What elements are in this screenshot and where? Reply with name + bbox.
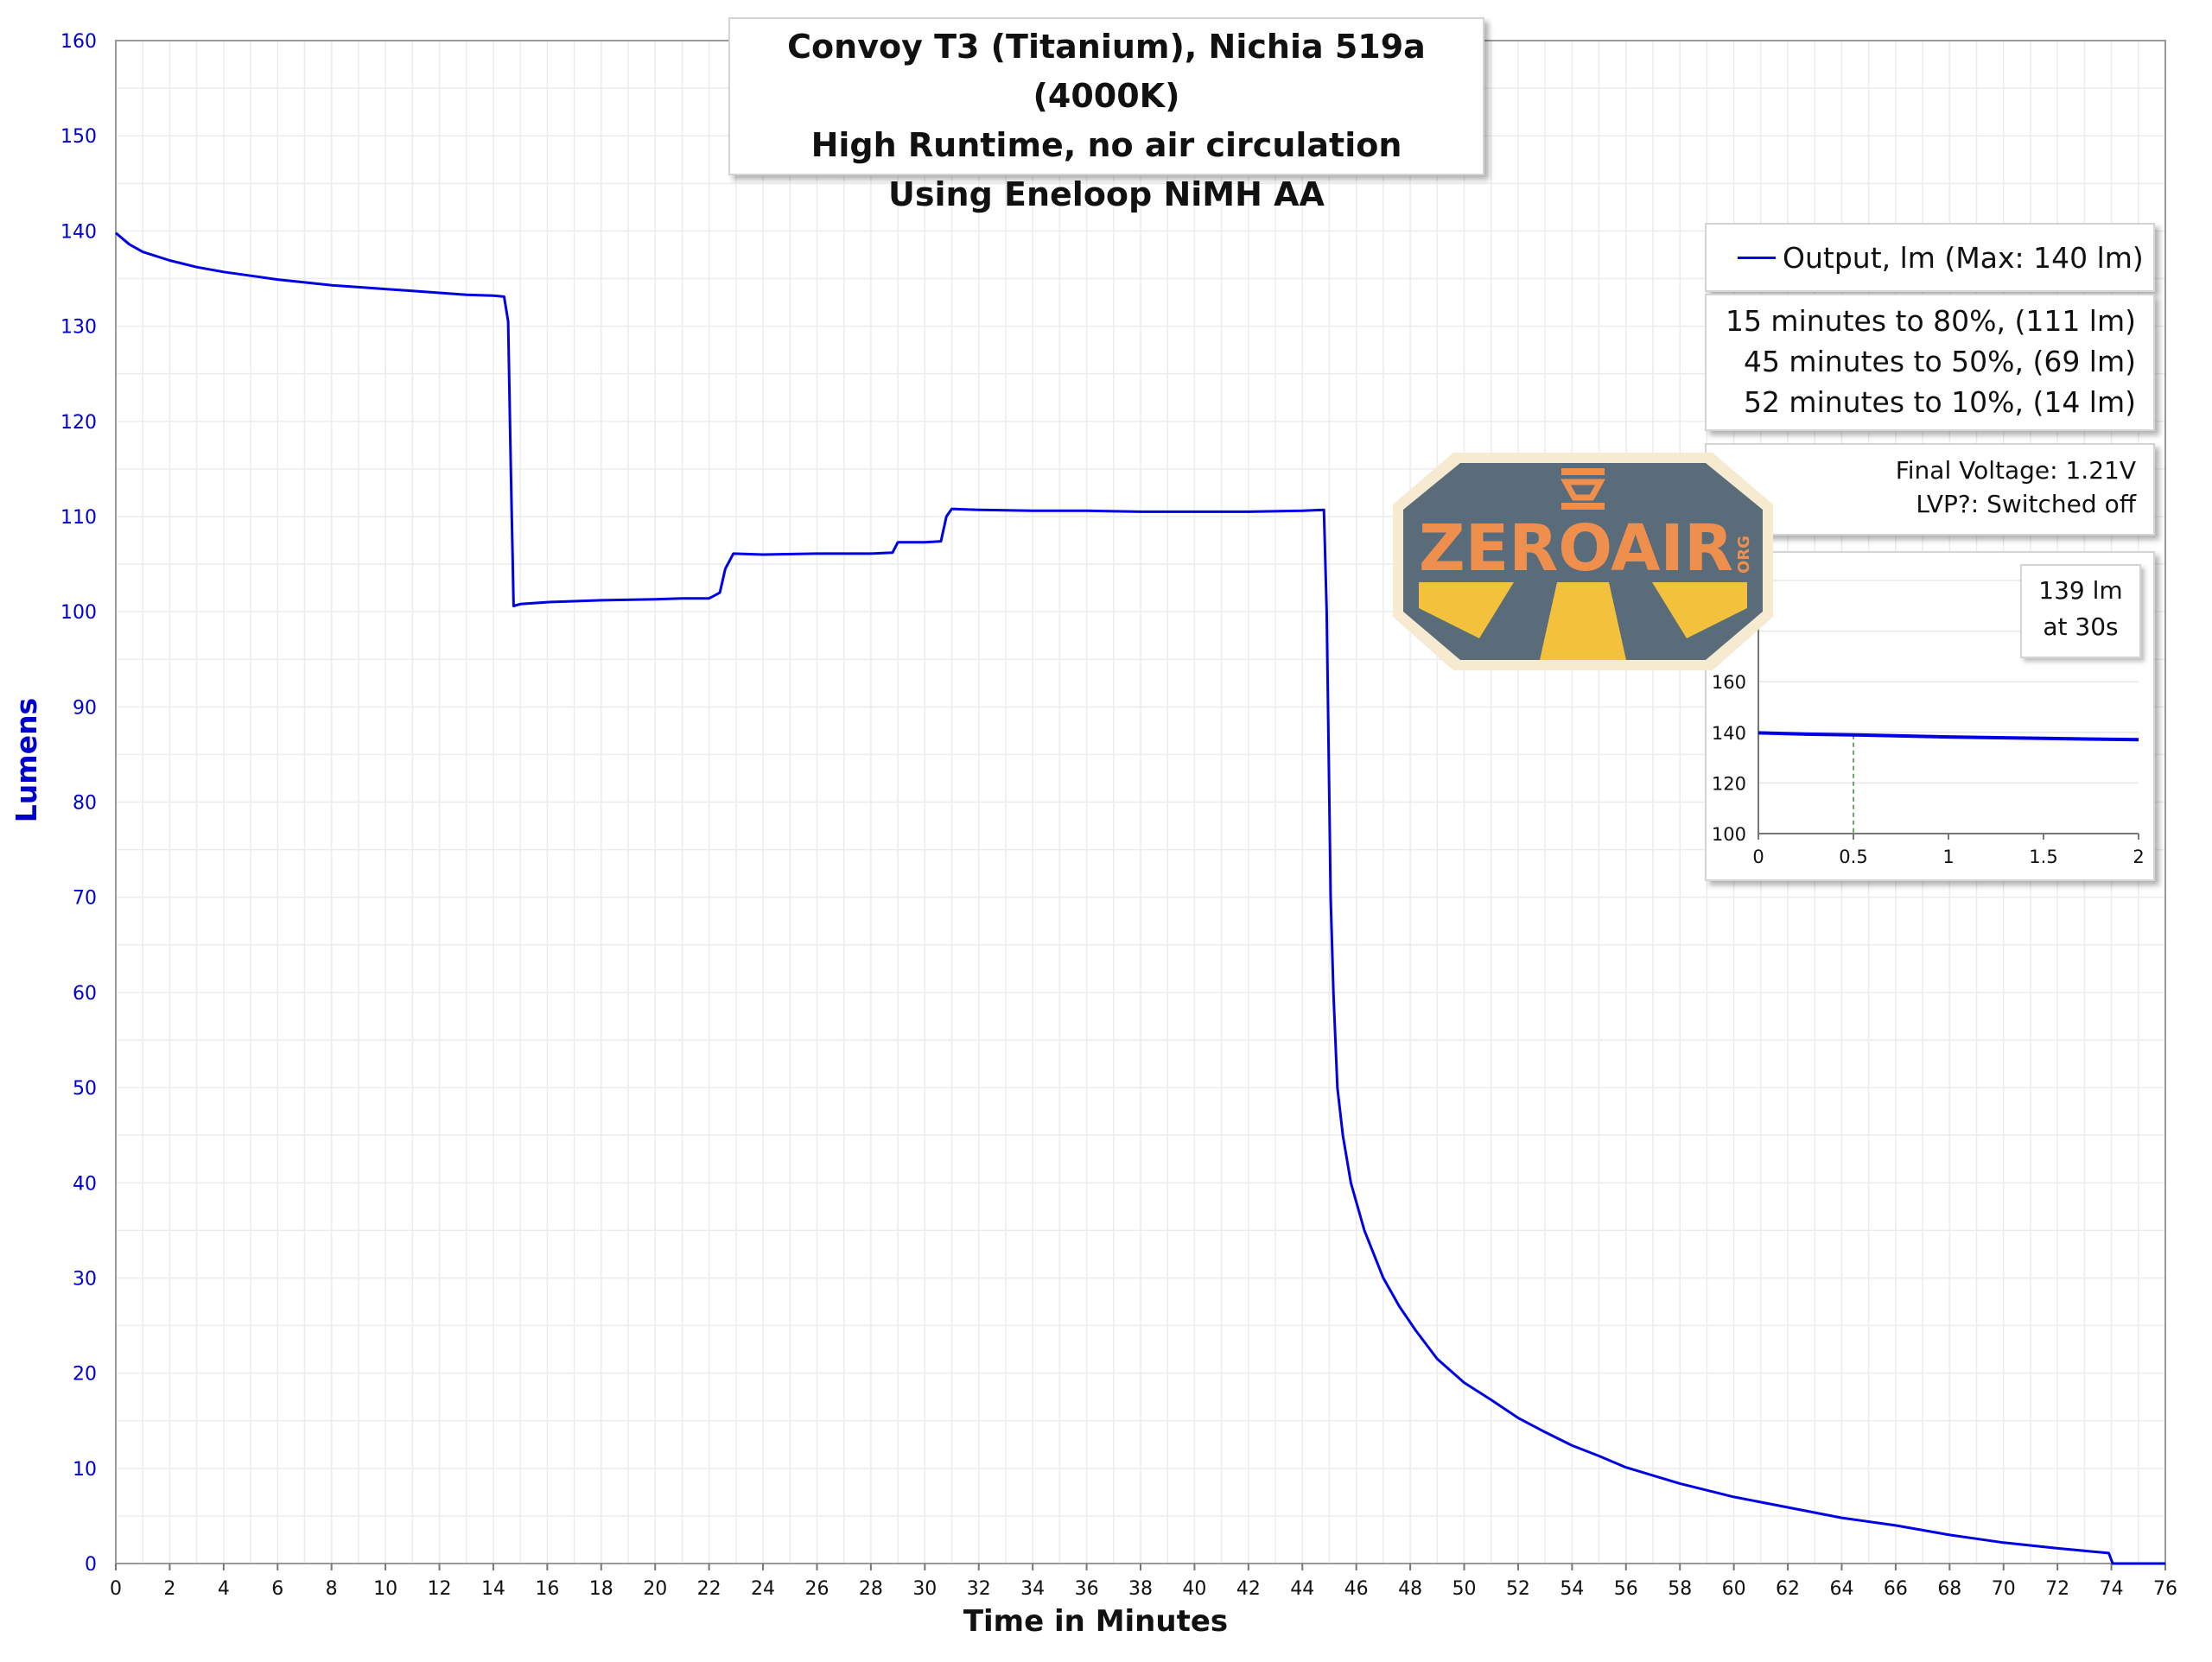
x-tick-label: 2 <box>163 1578 175 1600</box>
x-tick-label: 76 <box>2153 1578 2177 1600</box>
inset-y-tick-label: 160 <box>1712 672 1746 693</box>
y-tick-label: 30 <box>73 1268 97 1290</box>
inset-x-tick-label: 1.5 <box>2029 847 2057 867</box>
inset-y-tick-label: 100 <box>1712 824 1746 845</box>
x-tick-label: 10 <box>373 1578 397 1600</box>
x-tick-label: 30 <box>912 1578 937 1600</box>
y-tick-label: 130 <box>60 317 97 339</box>
x-tick-label: 48 <box>1398 1578 1422 1600</box>
y-tick-label: 50 <box>73 1078 97 1100</box>
y-tick-label: 100 <box>60 602 97 624</box>
logo-wordmark: ZEROAIR <box>1419 511 1733 586</box>
x-tick-label: 8 <box>326 1578 338 1600</box>
inset-annotation-time: at 30s <box>2043 612 2119 641</box>
inset-series-line <box>1758 731 2139 742</box>
x-axis-ticks: 0 2 4 6 8 10 12 14 16 18 20 22 24 26 28 30 32 34 36 38 40 42 4… <box>110 1564 2177 1600</box>
inset-x-tick-label: 1 <box>1942 847 1954 867</box>
x-tick-label: 58 <box>1668 1578 1692 1600</box>
y-tick-label: 20 <box>73 1364 97 1386</box>
chart-title-line: Using Eneloop NiMH AA <box>888 175 1325 213</box>
x-tick-label: 62 <box>1776 1578 1800 1600</box>
x-tick-label: 68 <box>1937 1578 1961 1600</box>
x-tick-label: 14 <box>481 1578 505 1600</box>
x-tick-label: 64 <box>1829 1578 1853 1600</box>
x-tick-label: 4 <box>218 1578 230 1600</box>
x-tick-label: 60 <box>1722 1578 1746 1600</box>
inset-x-tick-label: 0.5 <box>1839 847 1867 867</box>
chart-title-line: Convoy T3 (Titanium), Nichia 519a (4000K… <box>787 28 1426 115</box>
voltage-info: Final Voltage: 1.21V LVP?: Switched off <box>1705 443 2155 536</box>
stat-line: 45 minutes to 50%, (69 lm) <box>1743 345 2136 378</box>
x-tick-label: 40 <box>1182 1578 1206 1600</box>
x-tick-label: 20 <box>643 1578 667 1600</box>
y-tick-label: 60 <box>73 983 97 1005</box>
x-tick-label: 50 <box>1452 1578 1477 1600</box>
x-tick-label: 52 <box>1506 1578 1530 1600</box>
runtime-stats: 15 minutes to 80%, (111 lm) 45 minutes t… <box>1705 294 2155 431</box>
x-tick-label: 16 <box>535 1578 559 1600</box>
y-tick-label: 150 <box>60 126 97 148</box>
chart-title-line: High Runtime, no air circulation <box>810 126 1402 164</box>
x-tick-label: 54 <box>1560 1578 1584 1600</box>
legend: Output, lm (Max: 140 lm) <box>1705 223 2155 292</box>
x-tick-label: 26 <box>804 1578 829 1600</box>
stat-line: 52 minutes to 10%, (14 lm) <box>1743 385 2136 419</box>
lvp-status: LVP?: Switched off <box>1916 490 2136 518</box>
x-tick-label: 70 <box>1992 1578 2016 1600</box>
y-tick-label: 120 <box>60 412 97 434</box>
x-tick-label: 42 <box>1236 1578 1261 1600</box>
series-line-output <box>115 232 2165 1565</box>
x-tick-label: 6 <box>271 1578 283 1600</box>
y-tick-label: 90 <box>73 697 97 719</box>
y-tick-label: 70 <box>73 888 97 910</box>
y-tick-label: 10 <box>73 1459 97 1481</box>
x-tick-label: 46 <box>1344 1578 1369 1600</box>
x-tick-label: 28 <box>859 1578 883 1600</box>
x-tick-label: 18 <box>589 1578 613 1600</box>
chart-title-box: Convoy T3 (Titanium), Nichia 519a (4000K… <box>728 17 1484 213</box>
y-axis-ticks: 0 10 20 30 40 50 60 70 80 90 100 110 120 130 140 150 160 <box>60 31 97 1576</box>
y-tick-label: 80 <box>73 793 97 815</box>
y-tick-label: 110 <box>60 507 97 529</box>
x-tick-label: 34 <box>1020 1578 1045 1600</box>
y-tick-label: 140 <box>60 221 97 243</box>
x-axis-title: Time in Minutes <box>963 1604 1228 1639</box>
x-tick-label: 32 <box>967 1578 991 1600</box>
y-tick-label: 160 <box>60 31 97 53</box>
inset-x-tick-label: 2 <box>2133 847 2144 867</box>
legend-label: Output, lm (Max: 140 lm) <box>1783 241 2144 275</box>
x-tick-label: 24 <box>751 1578 775 1600</box>
inset-annotation: 139 lm at 30s <box>2020 564 2141 658</box>
inset-y-tick-label: 120 <box>1712 773 1746 794</box>
stat-line: 15 minutes to 80%, (111 lm) <box>1725 304 2136 338</box>
final-voltage: Final Voltage: 1.21V <box>1895 456 2136 485</box>
x-tick-label: 38 <box>1128 1578 1153 1600</box>
x-tick-label: 74 <box>2100 1578 2124 1600</box>
x-tick-label: 72 <box>2045 1578 2069 1600</box>
x-tick-label: 12 <box>428 1578 452 1600</box>
logo-emblem-icon <box>1560 468 1605 510</box>
inset-annotation-value: 139 lm <box>2038 576 2123 605</box>
logo-small-text: ORG <box>1735 536 1753 574</box>
x-tick-label: 56 <box>1614 1578 1638 1600</box>
inset-y-tick-label: 140 <box>1712 723 1746 744</box>
x-tick-label: 66 <box>1884 1578 1908 1600</box>
x-tick-label: 44 <box>1290 1578 1314 1600</box>
y-tick-label: 40 <box>73 1173 97 1195</box>
x-tick-label: 22 <box>697 1578 721 1600</box>
y-tick-label: 0 <box>85 1554 97 1576</box>
legend-line-swatch <box>1738 257 1776 259</box>
inset-x-tick-label: 0 <box>1752 847 1764 867</box>
zeroair-logo: ZEROAIR ORG <box>1393 453 1773 670</box>
y-axis-title: Lumens <box>10 698 43 822</box>
series-group <box>115 232 2165 1565</box>
x-tick-label: 36 <box>1075 1578 1099 1600</box>
x-tick-label: 0 <box>110 1578 122 1600</box>
